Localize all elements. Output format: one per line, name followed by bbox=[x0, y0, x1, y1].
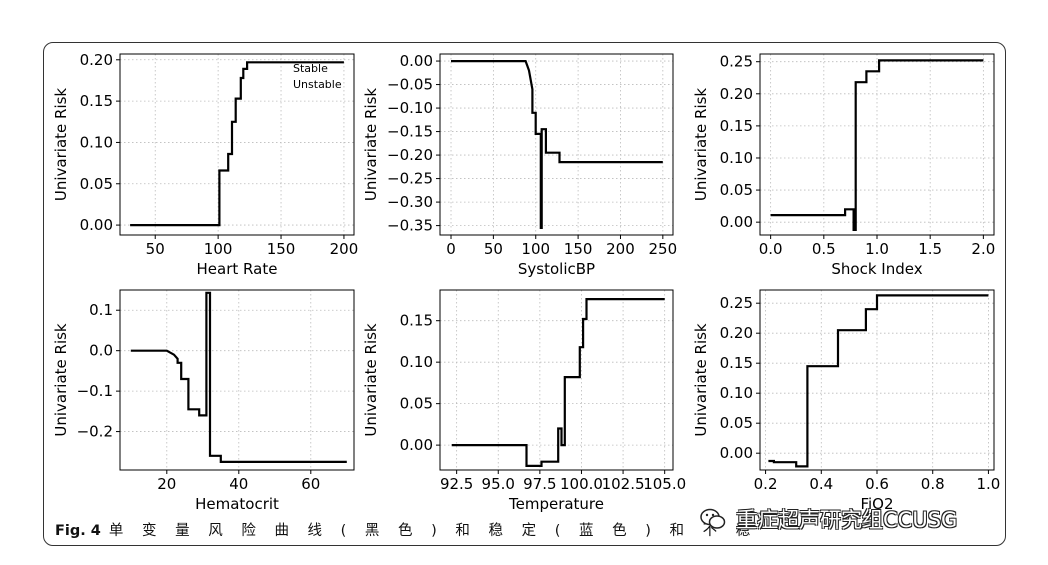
y-tick-label: −0.2 bbox=[77, 423, 113, 441]
legend-entry: Stable bbox=[293, 62, 328, 75]
plot-area bbox=[439, 53, 674, 236]
y-tick-label: 0.15 bbox=[720, 354, 753, 372]
y-tick-label: −0.25 bbox=[387, 170, 433, 188]
x-axis-label: FiO2 bbox=[860, 495, 893, 513]
plot-area bbox=[119, 53, 355, 236]
series-line-1 bbox=[451, 59, 663, 229]
caption-text: 单 变 量 风 险 曲 线 ( 黑 色 ) 和 稳 定 ( 蓝 色 ) 和 不 … bbox=[108, 523, 755, 539]
y-tick-label: 0.00 bbox=[80, 216, 113, 234]
y-tick-label: 0.05 bbox=[400, 395, 433, 413]
x-tick-label: 105.0 bbox=[643, 475, 686, 493]
y-tick-label: 0.25 bbox=[720, 294, 753, 312]
x-tick-label: 100 bbox=[521, 240, 550, 258]
y-axis-label: Univariate Risk bbox=[52, 323, 70, 437]
x-tick-label: 20 bbox=[157, 475, 176, 493]
y-tick-label: 0.00 bbox=[400, 52, 433, 70]
y-tick-label: 0.0 bbox=[89, 342, 113, 360]
y-tick-label: 0.15 bbox=[400, 312, 433, 330]
x-tick-label: 50 bbox=[146, 240, 165, 258]
x-tick-label: 97.5 bbox=[523, 475, 556, 493]
x-tick-label: 1.0 bbox=[865, 240, 889, 258]
y-tick-label: 0.20 bbox=[80, 51, 113, 69]
y-tick-label: 0.10 bbox=[720, 384, 753, 402]
x-tick-label: 200 bbox=[330, 240, 359, 258]
figure-number: Fig. 4 bbox=[55, 523, 101, 539]
y-tick-label: 0.00 bbox=[720, 213, 753, 231]
watermark-text: 重症超声研究组CCUSG bbox=[736, 508, 958, 532]
y-tick-label: 0.15 bbox=[720, 117, 753, 135]
series-line-1 bbox=[130, 61, 344, 227]
watermark: 重症超声研究组CCUSG bbox=[700, 506, 957, 532]
x-tick-label: 1.5 bbox=[918, 240, 942, 258]
x-axis-label: Shock Index bbox=[831, 260, 922, 278]
y-tick-label: 0.10 bbox=[400, 353, 433, 371]
x-tick-label: 1.0 bbox=[976, 475, 1000, 493]
y-tick-label: 0.05 bbox=[80, 175, 113, 193]
y-tick-label: 0.15 bbox=[80, 92, 113, 110]
x-tick-label: 0.5 bbox=[812, 240, 836, 258]
x-tick-label: 50 bbox=[484, 240, 503, 258]
y-tick-label: −0.30 bbox=[387, 193, 433, 211]
x-tick-label: 60 bbox=[301, 475, 320, 493]
x-axis-label: SystolicBP bbox=[518, 260, 595, 278]
x-tick-label: 250 bbox=[649, 240, 678, 258]
x-tick-label: 0 bbox=[446, 240, 456, 258]
y-tick-label: −0.10 bbox=[387, 99, 433, 117]
plot-area bbox=[119, 289, 355, 471]
y-tick-label: 0.20 bbox=[720, 85, 753, 103]
y-axis-label: Univariate Risk bbox=[362, 88, 380, 202]
x-tick-label: 0.4 bbox=[809, 475, 833, 493]
y-tick-label: −0.1 bbox=[77, 382, 113, 400]
wechat-icon bbox=[700, 508, 726, 529]
x-tick-label: 150 bbox=[267, 240, 296, 258]
y-tick-label: 0.05 bbox=[720, 414, 753, 432]
y-tick-label: −0.05 bbox=[387, 76, 433, 94]
x-tick-label: 100 bbox=[204, 240, 233, 258]
y-tick-label: 0.10 bbox=[80, 133, 113, 151]
y-tick-label: −0.15 bbox=[387, 123, 433, 141]
x-tick-label: 95.0 bbox=[482, 475, 515, 493]
series-line-1 bbox=[451, 298, 665, 467]
x-tick-label: 102.5 bbox=[602, 475, 645, 493]
y-tick-label: −0.20 bbox=[387, 146, 433, 164]
series-line-1 bbox=[768, 294, 989, 468]
x-tick-label: 0.6 bbox=[865, 475, 889, 493]
y-axis-label: Univariate Risk bbox=[692, 323, 710, 437]
figure-caption: Fig. 4 单 变 量 风 险 曲 线 ( 黑 色 ) 和 稳 定 ( 蓝 色 … bbox=[55, 519, 755, 541]
x-tick-label: 150 bbox=[564, 240, 593, 258]
y-tick-label: 0.00 bbox=[400, 436, 433, 454]
plot-area bbox=[759, 53, 995, 236]
y-tick-label: 0.10 bbox=[720, 149, 753, 167]
y-axis-label: Univariate Risk bbox=[692, 88, 710, 202]
legend-entry: Unstable bbox=[293, 78, 342, 91]
plot-area bbox=[439, 289, 674, 471]
x-tick-label: 0.0 bbox=[759, 240, 783, 258]
figure-frame bbox=[43, 42, 1006, 546]
x-tick-label: 0.8 bbox=[921, 475, 945, 493]
y-axis-label: Univariate Risk bbox=[52, 88, 70, 202]
x-tick-label: 0.2 bbox=[754, 475, 778, 493]
y-tick-label: 0.00 bbox=[720, 444, 753, 462]
x-axis-label: Hematocrit bbox=[195, 495, 279, 513]
x-axis-label: Heart Rate bbox=[197, 260, 278, 278]
x-tick-label: 100.0 bbox=[560, 475, 603, 493]
series-line-1 bbox=[770, 59, 984, 231]
x-tick-label: 200 bbox=[606, 240, 635, 258]
y-tick-label: 0.25 bbox=[720, 53, 753, 71]
x-tick-label: 2.0 bbox=[971, 240, 995, 258]
y-axis-label: Univariate Risk bbox=[362, 323, 380, 437]
y-tick-label: 0.05 bbox=[720, 181, 753, 199]
x-axis-label: Temperature bbox=[508, 495, 604, 513]
y-tick-label: −0.35 bbox=[387, 217, 433, 235]
y-tick-label: 0.20 bbox=[720, 324, 753, 342]
y-tick-label: 0.1 bbox=[89, 301, 113, 319]
x-tick-label: 40 bbox=[229, 475, 248, 493]
series-line-1 bbox=[130, 291, 347, 463]
x-tick-label: 92.5 bbox=[440, 475, 473, 493]
